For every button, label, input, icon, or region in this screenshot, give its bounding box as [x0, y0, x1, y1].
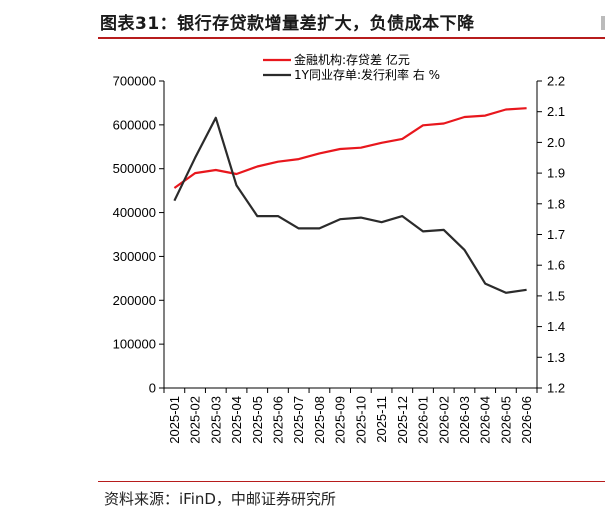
chart-title: 图表31：银行存贷款增量差扩大，负债成本下降: [100, 14, 475, 34]
right-tick-label: 1.3: [547, 350, 565, 365]
x-tick-label: 2026-02: [436, 396, 451, 444]
left-tick-label: 500000: [113, 161, 156, 176]
right-tick-label: 1.9: [547, 166, 565, 181]
source-note: 资料来源：iFinD，中邮证券研究所: [104, 490, 336, 508]
x-tick-label: 2026-01: [416, 396, 431, 444]
x-tick-label: 2025-08: [312, 396, 327, 444]
left-tick-label: 400000: [113, 205, 156, 220]
right-tick-label: 1.4: [547, 319, 565, 334]
right-tick-label: 1.7: [547, 227, 565, 242]
legend-label: 金融机构:存贷差 亿元: [294, 52, 410, 67]
right-tick-label: 1.2: [547, 381, 565, 396]
right-tick-label: 2.0: [547, 135, 565, 150]
x-tick-label: 2025-04: [229, 396, 244, 444]
x-tick-label: 2025-11: [374, 396, 389, 443]
left-tick-label: 200000: [113, 293, 156, 308]
left-tick-label: 600000: [113, 117, 156, 132]
title-underline: [98, 37, 605, 39]
x-tick-label: 2026-03: [457, 396, 472, 444]
x-tick-label: 2025-03: [208, 396, 223, 444]
legend-label: 1Y同业存单:发行利率 右 %: [294, 67, 440, 82]
x-tick-label: 2025-09: [333, 396, 348, 444]
x-tick-label: 2025-02: [188, 396, 203, 444]
series-line-ncd-rate: [173, 116, 527, 294]
left-tick-label: 0: [149, 381, 156, 396]
left-tick-label: 100000: [113, 337, 156, 352]
x-tick-label: 2026-05: [498, 396, 513, 444]
right-tick-label: 2.1: [547, 104, 565, 119]
left-tick-label: 700000: [113, 74, 156, 89]
header-bar: 图表31：银行存贷款增量差扩大，负债成本下降: [98, 4, 605, 39]
right-tick-label: 1.6: [547, 258, 565, 273]
x-tick-label: 2025-01: [167, 396, 182, 444]
edge-marker: [601, 16, 605, 30]
right-tick-label: 1.8: [547, 196, 565, 211]
x-tick-label: 2025-07: [291, 396, 306, 444]
footer-rule: [98, 481, 605, 482]
series-line-deposit-loan-gap: [173, 107, 527, 189]
x-tick-label: 2025-12: [395, 396, 410, 444]
right-tick-label: 1.5: [547, 288, 565, 303]
x-tick-label: 2025-05: [250, 396, 265, 444]
x-tick-label: 2025-06: [270, 396, 285, 444]
x-tick-label: 2026-06: [519, 396, 534, 444]
x-tick-label: 2026-04: [478, 396, 493, 444]
right-tick-label: 2.2: [547, 74, 565, 89]
x-tick-label: 2025-10: [353, 396, 368, 444]
left-tick-label: 300000: [113, 249, 156, 264]
